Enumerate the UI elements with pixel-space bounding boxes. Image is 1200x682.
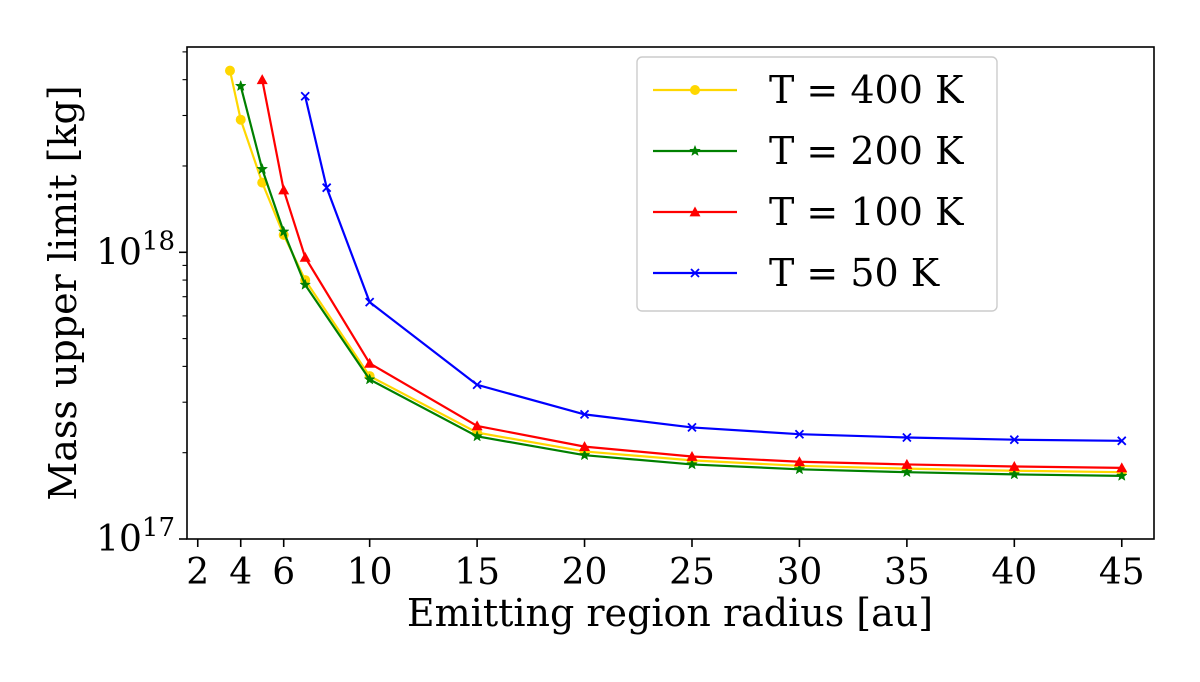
data-point	[224, 65, 235, 76]
data-point	[1117, 436, 1127, 446]
data-point	[322, 183, 332, 193]
data-point	[278, 184, 290, 195]
x-tick-label: 25	[669, 552, 715, 593]
data-point	[687, 422, 697, 433]
series	[256, 74, 1128, 473]
series-line	[304, 96, 1122, 442]
data-point	[794, 429, 805, 439]
data-point	[299, 278, 312, 290]
x-tick-label: 2	[186, 552, 209, 593]
legend-label: T = 50 K	[769, 251, 940, 295]
x-tick-label: 20	[562, 552, 608, 593]
data-point	[256, 74, 268, 85]
x-tick-label: 30	[777, 552, 823, 593]
data-point	[471, 420, 483, 431]
legend: T = 400 K T = 200 K T = 100 K T = 50 K	[636, 56, 998, 312]
data-point	[900, 465, 913, 478]
x-tick-label: 15	[454, 552, 500, 593]
data-point	[472, 380, 482, 390]
data-point	[365, 297, 375, 307]
y-tick-label: 1018	[96, 226, 175, 273]
x-tick-label: 45	[1099, 552, 1145, 593]
axes-frame	[186, 46, 1155, 540]
data-point	[235, 114, 246, 125]
series-layer	[224, 65, 1128, 481]
series-line	[239, 85, 1122, 477]
data-point	[793, 463, 806, 475]
data-point	[234, 79, 247, 92]
legend-label: T = 400 K	[769, 68, 964, 112]
legend-item: T = 400 K	[653, 68, 964, 112]
legend-marker	[690, 268, 700, 278]
legend-marker	[690, 85, 700, 95]
x-tick-label: 35	[884, 552, 930, 593]
y-axis: 1017 1018	[96, 51, 187, 560]
data-point	[277, 225, 290, 237]
legend-label: T = 200 K	[769, 129, 964, 173]
x-tick-label: 40	[991, 552, 1037, 593]
data-point	[1008, 461, 1020, 471]
data-point	[578, 448, 591, 461]
legend-item: T = 50 K	[653, 251, 940, 295]
x-tick-label: 6	[272, 552, 295, 593]
series	[300, 91, 1127, 446]
data-point	[299, 251, 311, 262]
legend-marker	[689, 144, 701, 157]
data-point	[364, 357, 376, 368]
data-point	[1008, 468, 1021, 480]
data-point	[902, 432, 912, 443]
legend-label: T = 100 K	[769, 190, 964, 234]
data-point	[256, 162, 269, 175]
y-axis-label: Mass upper limit [kg]	[41, 85, 85, 500]
data-point	[471, 430, 484, 442]
legend-box	[636, 56, 998, 312]
y-tick-label: 1017	[96, 513, 175, 560]
data-point	[300, 91, 310, 101]
data-point	[686, 458, 698, 470]
legend-item: T = 200 K	[653, 129, 964, 173]
data-point	[1009, 435, 1019, 445]
data-point	[579, 441, 591, 452]
data-point	[901, 458, 913, 469]
data-point	[686, 450, 698, 461]
series	[234, 79, 1128, 481]
data-point	[363, 373, 376, 385]
legend-marker	[689, 206, 701, 217]
x-tick-label: 4	[229, 552, 252, 593]
x-tick-label: 10	[347, 552, 393, 593]
x-axis: 2 4 6 10 15 20 25 30 35 40 45	[186, 539, 1145, 593]
data-point	[793, 456, 805, 467]
legend-item: T = 100 K	[653, 190, 964, 234]
x-axis-label: Emitting region radius [au]	[407, 591, 933, 635]
data-point	[1116, 462, 1128, 473]
data-point	[1115, 469, 1128, 481]
data-point	[579, 409, 590, 420]
